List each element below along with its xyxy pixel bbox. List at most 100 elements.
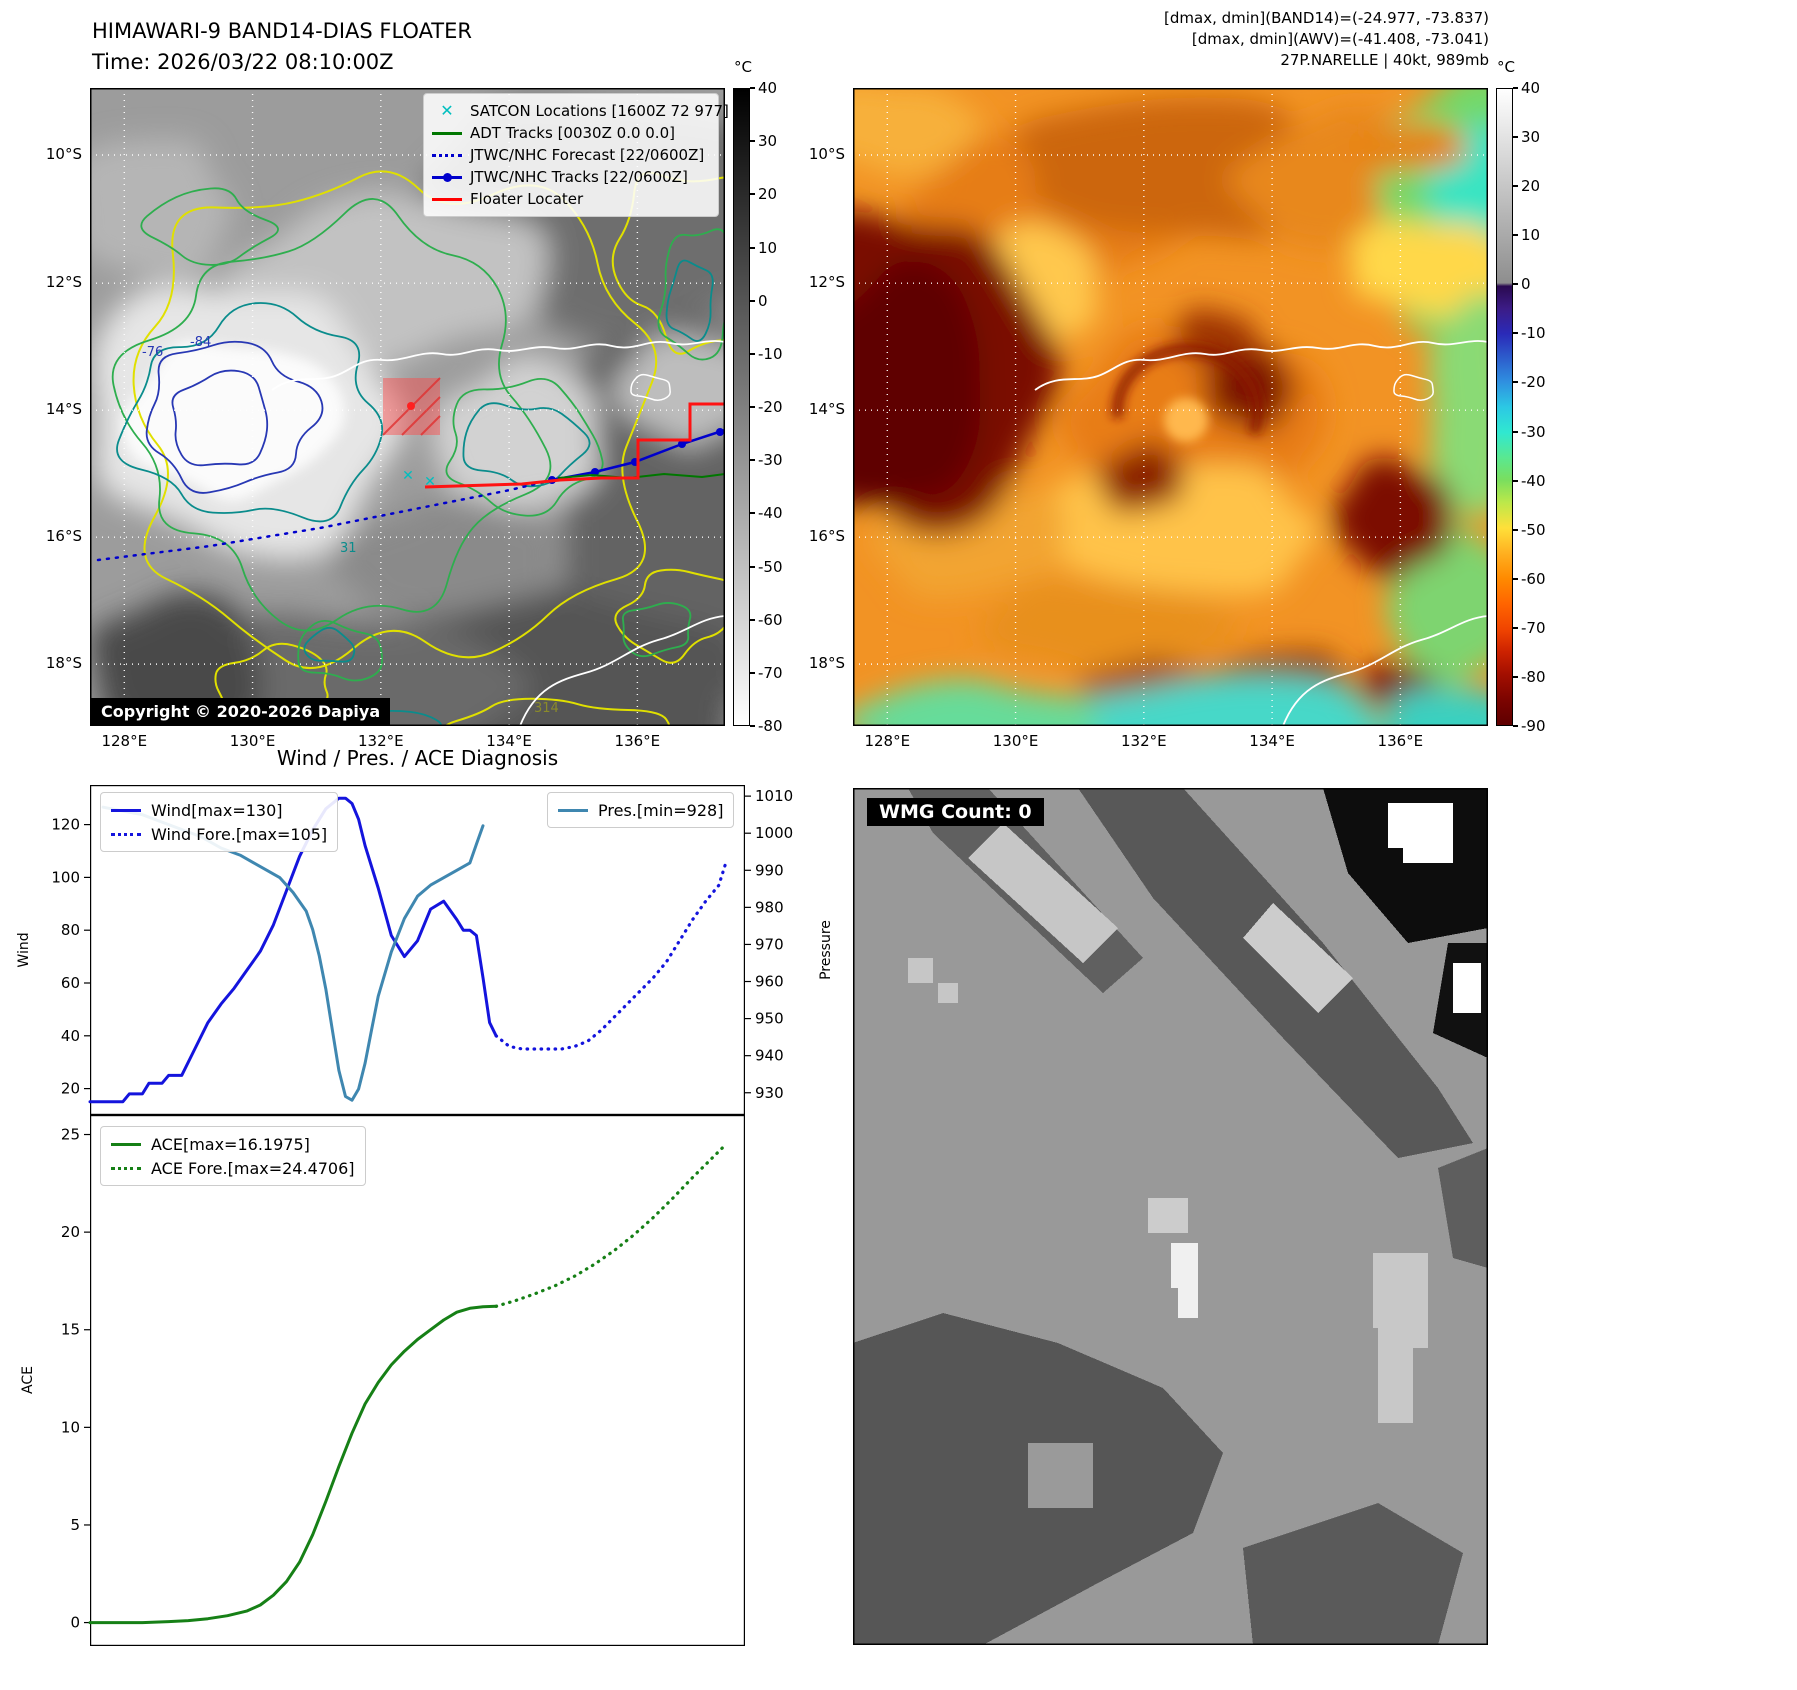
track-line-dot-icon: [432, 172, 462, 182]
band14-colorbar: 40 30 20 10 0 -10 -20 -30 -40 -50 -60 -70 -80: [733, 79, 803, 735]
pressure-axis-label: Pressure: [818, 920, 834, 980]
jtwc-forecast-track: [96, 478, 554, 562]
lat-tick-label: 18°S: [808, 654, 845, 673]
colorbar-tick-mark: [750, 352, 755, 355]
y-tick-label: 100: [51, 868, 80, 886]
y-tick-label: 0: [70, 1614, 80, 1632]
ace-line-icon: [111, 1142, 141, 1146]
legend-row-pressure: Pres.[min=928]: [558, 798, 723, 822]
colorbar-tick-label: -20: [1521, 373, 1546, 392]
y-tick-label: 80: [61, 921, 80, 939]
legend-label: Wind[max=130]: [151, 800, 283, 820]
colorbar-tick-mark: [750, 459, 755, 462]
pressure-legend: Pres.[min=928]: [547, 792, 735, 828]
y-tick-label: 940: [755, 1047, 784, 1065]
colorbar-tick-label: -10: [758, 344, 783, 363]
legend-row-ace-fore: ACE Fore.[max=24.4706]: [111, 1156, 355, 1180]
colorbar-tick-mark: [1513, 675, 1518, 678]
y-tick-label: 950: [755, 1010, 784, 1028]
colorbar-tick-label: 40: [1521, 79, 1541, 97]
lat-tick-label: 16°S: [808, 527, 845, 546]
colorbar-tick-mark: [1513, 528, 1518, 531]
colorbar-tick-mark: [1513, 185, 1518, 188]
copyright-badge: Copyright © 2020-2026 Dapiya: [91, 698, 391, 725]
awv-colorbar-gradient: [1496, 88, 1513, 726]
adt-line-icon: [432, 131, 462, 135]
band14-title-line: HIMAWARI-9 BAND14-DIAS FLOATER: [92, 19, 472, 43]
colorbar-tick-mark: [1513, 283, 1518, 286]
legend-label: JTWC/NHC Forecast [22/0600Z]: [470, 146, 705, 164]
wmg-count-label: WMG Count: 0: [867, 798, 1044, 826]
colorbar-tick-label: -30: [1521, 422, 1546, 441]
colorbar-tick-mark: [1513, 136, 1518, 139]
colorbar-tick-label: -70: [1521, 618, 1546, 637]
legend-row-satcon: SATCON Locations [1600Z 72 977]: [432, 100, 729, 122]
colorbar-tick-label: -90: [1521, 717, 1546, 735]
ace-legend: ACE[max=16.1975] ACE Fore.[max=24.4706]: [100, 1126, 366, 1186]
colorbar-tick-label: 0: [1521, 275, 1531, 294]
colorbar-tick-mark: [750, 725, 755, 727]
ace-axis-label: ACE: [20, 1366, 36, 1394]
lat-tick-label: 12°S: [45, 273, 82, 292]
lon-tick-label: 130°E: [992, 732, 1039, 750]
legend-row-tracks: JTWC/NHC Tracks [22/0600Z]: [432, 166, 710, 188]
lon-tick-label: 132°E: [1121, 732, 1167, 750]
colorbar-tick-mark: [1513, 577, 1518, 580]
lon-tick-label: 132°E: [358, 732, 404, 750]
y-tick-label: 960: [755, 973, 784, 991]
band14-colorbar-gradient: [733, 88, 750, 726]
storm-info: 27P.NARELLE | 40kt, 989mb: [1280, 51, 1489, 69]
legend-row-wind: Wind[max=130]: [111, 798, 327, 822]
awv-map: 10°S 12°S 14°S 16°S 18°S 128°E 130°E 132°E 134°E…: [809, 88, 1488, 750]
floater-line-icon: [432, 197, 462, 201]
legend-row-floater: Floater Locater: [432, 188, 710, 210]
y-tick-label: 10: [61, 1418, 80, 1436]
contour-label: 31: [340, 541, 357, 556]
colorbar-tick-label: -20: [758, 398, 783, 416]
lon-tick-label: 130°E: [229, 732, 276, 750]
y-tick-label: 930: [755, 1084, 784, 1102]
series-ACE Fore.[max=24.4706]: [494, 1143, 728, 1308]
series-Wind Fore.[max=105]: [494, 862, 728, 1051]
y-tick-label: 980: [755, 898, 784, 916]
awv-colorbar-unit: °C: [1497, 58, 1515, 76]
colorbar-tick-mark: [1513, 87, 1518, 89]
y-tick-label: 990: [755, 861, 784, 879]
awv-header: [dmax, dmin](BAND14)=(-24.977, -73.837) …: [1000, 8, 1489, 71]
colorbar-tick-label: 10: [758, 238, 778, 257]
wind-axis-label: Wind: [16, 932, 32, 968]
colorbar-tick-mark: [750, 565, 755, 568]
wmg-panel: WMG Count: 0: [853, 788, 1488, 1645]
colorbar-tick-mark: [750, 193, 755, 196]
contour-label: 314: [534, 701, 559, 716]
colorbar-tick-mark: [750, 87, 755, 89]
wind-forecast-line-icon: [111, 832, 141, 836]
awv-colorbar: 40 30 20 10 0 -10 -20 -30 -40 -50 -60 -70 -80 -90: [1496, 79, 1566, 735]
colorbar-tick-label: -10: [1521, 324, 1546, 343]
lat-tick-label: 14°S: [45, 400, 82, 419]
colorbar-tick-mark: [1513, 626, 1518, 629]
satcon-location-marker: ✕: [424, 474, 436, 490]
lon-tick-label: 136°E: [1377, 732, 1424, 750]
legend-label: JTWC/NHC Tracks [22/0600Z]: [470, 168, 688, 186]
colorbar-tick-mark: [750, 512, 755, 515]
lon-tick-label: 128°E: [864, 732, 911, 750]
lon-tick-label: 136°E: [614, 732, 661, 750]
y-tick-label: 25: [61, 1126, 80, 1144]
wmg-classification-image: [853, 788, 1488, 1645]
legend-label: ACE Fore.[max=24.4706]: [151, 1158, 355, 1178]
colorbar-tick-label: 40: [758, 79, 778, 97]
band14-legend: SATCON Locations [1600Z 72 977] ADT Trac…: [423, 93, 729, 217]
wind-line-icon: [111, 808, 141, 812]
colorbar-tick-mark: [1513, 381, 1518, 384]
satcon-location-marker: ✕: [402, 468, 414, 484]
colorbar-tick-mark: [750, 299, 755, 302]
colorbar-tick-label: -50: [1521, 520, 1546, 539]
diagnosis-title: Wind / Pres. / ACE Diagnosis: [276, 746, 559, 770]
pressure-line-icon: [558, 808, 588, 812]
colorbar-tick-mark: [750, 406, 755, 408]
band14-colorbar-unit: °C: [734, 58, 752, 76]
colorbar-tick-label: 30: [1521, 128, 1541, 147]
legend-label: Floater Locater: [470, 190, 584, 208]
colorbar-tick-label: 0: [758, 291, 768, 310]
